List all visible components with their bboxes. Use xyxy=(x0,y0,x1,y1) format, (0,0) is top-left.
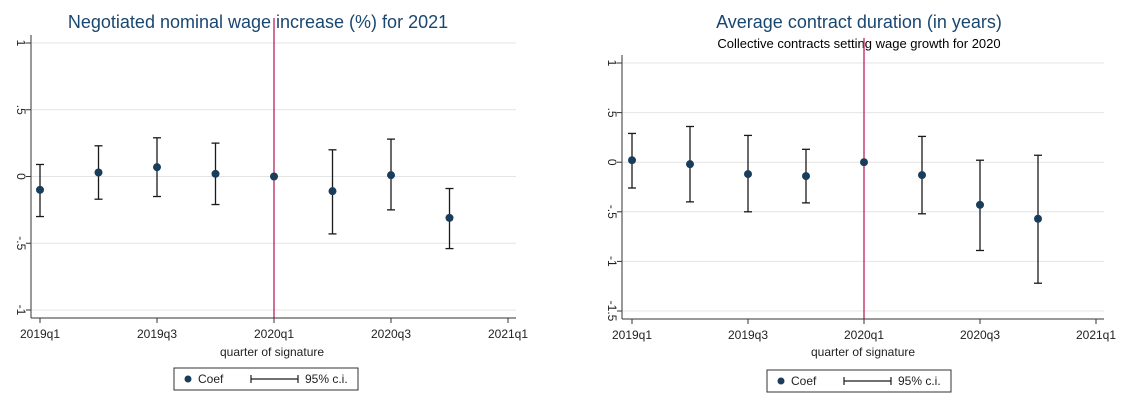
legend-coef-marker xyxy=(777,377,785,385)
x-tick-label: 2019q3 xyxy=(137,327,177,341)
y-tick-label: .5 xyxy=(14,105,28,115)
coef-point xyxy=(976,200,984,209)
x-tick-label: 2021q1 xyxy=(1076,328,1116,342)
x-axis-title: quarter of signature xyxy=(220,345,324,359)
legend-coef-marker xyxy=(184,375,192,383)
y-tick-label: 0 xyxy=(605,159,619,166)
y-tick-label: 0 xyxy=(14,173,28,180)
chart-subtitle: Collective contracts setting wage growth… xyxy=(717,36,1000,51)
y-tick-label: -.5 xyxy=(605,205,619,219)
coef-point xyxy=(802,172,810,181)
x-axis-title: quarter of signature xyxy=(811,345,915,359)
y-tick-label: -.5 xyxy=(14,236,28,250)
y-tick-label: 1 xyxy=(605,60,619,67)
x-tick-label: 2019q1 xyxy=(20,327,60,341)
x-tick-label: 2020q1 xyxy=(844,328,884,342)
x-tick-label: 2020q1 xyxy=(254,327,294,341)
coef-point xyxy=(744,170,752,179)
legend-coef-label: Coef xyxy=(791,374,817,388)
coef-point xyxy=(153,163,161,172)
coef-point xyxy=(860,158,868,167)
chart-contract-duration: Average contract duration (in years) Col… xyxy=(605,12,1116,393)
coef-point xyxy=(328,187,337,196)
coef-point xyxy=(918,171,926,180)
x-tick-label: 2021q1 xyxy=(488,327,528,341)
legend: Coef 95% c.i. xyxy=(173,367,359,391)
chart-wage-increase: Negotiated nominal wage increase (%) for… xyxy=(14,12,528,391)
y-tick-label: -1 xyxy=(605,256,619,267)
x-tick-label: 2020q3 xyxy=(371,327,411,341)
y-tick-label: 1 xyxy=(14,40,28,47)
coef-point xyxy=(94,168,103,177)
chart-title: Average contract duration (in years) xyxy=(716,12,1002,32)
coef-point xyxy=(36,185,44,194)
x-tick-label: 2019q1 xyxy=(612,328,652,342)
coef-point xyxy=(387,171,395,180)
coef-point xyxy=(211,169,220,178)
coef-point xyxy=(445,213,454,222)
y-tick-label: -1.5 xyxy=(605,301,619,322)
legend-ci-label: 95% c.i. xyxy=(898,374,941,388)
x-tick-label: 2020q3 xyxy=(960,328,1000,342)
legend-coef-label: Coef xyxy=(198,372,224,386)
y-tick-label: .5 xyxy=(605,108,619,118)
coef-point xyxy=(628,156,636,165)
coef-point xyxy=(270,172,278,181)
coef-point xyxy=(686,160,694,169)
legend-ci-label: 95% c.i. xyxy=(305,372,348,386)
chart-title: Negotiated nominal wage increase (%) for… xyxy=(68,12,448,32)
coef-point xyxy=(1034,214,1042,223)
y-tick-label: -1 xyxy=(14,305,28,316)
legend: Coef 95% c.i. xyxy=(766,369,952,393)
x-tick-label: 2019q3 xyxy=(728,328,768,342)
